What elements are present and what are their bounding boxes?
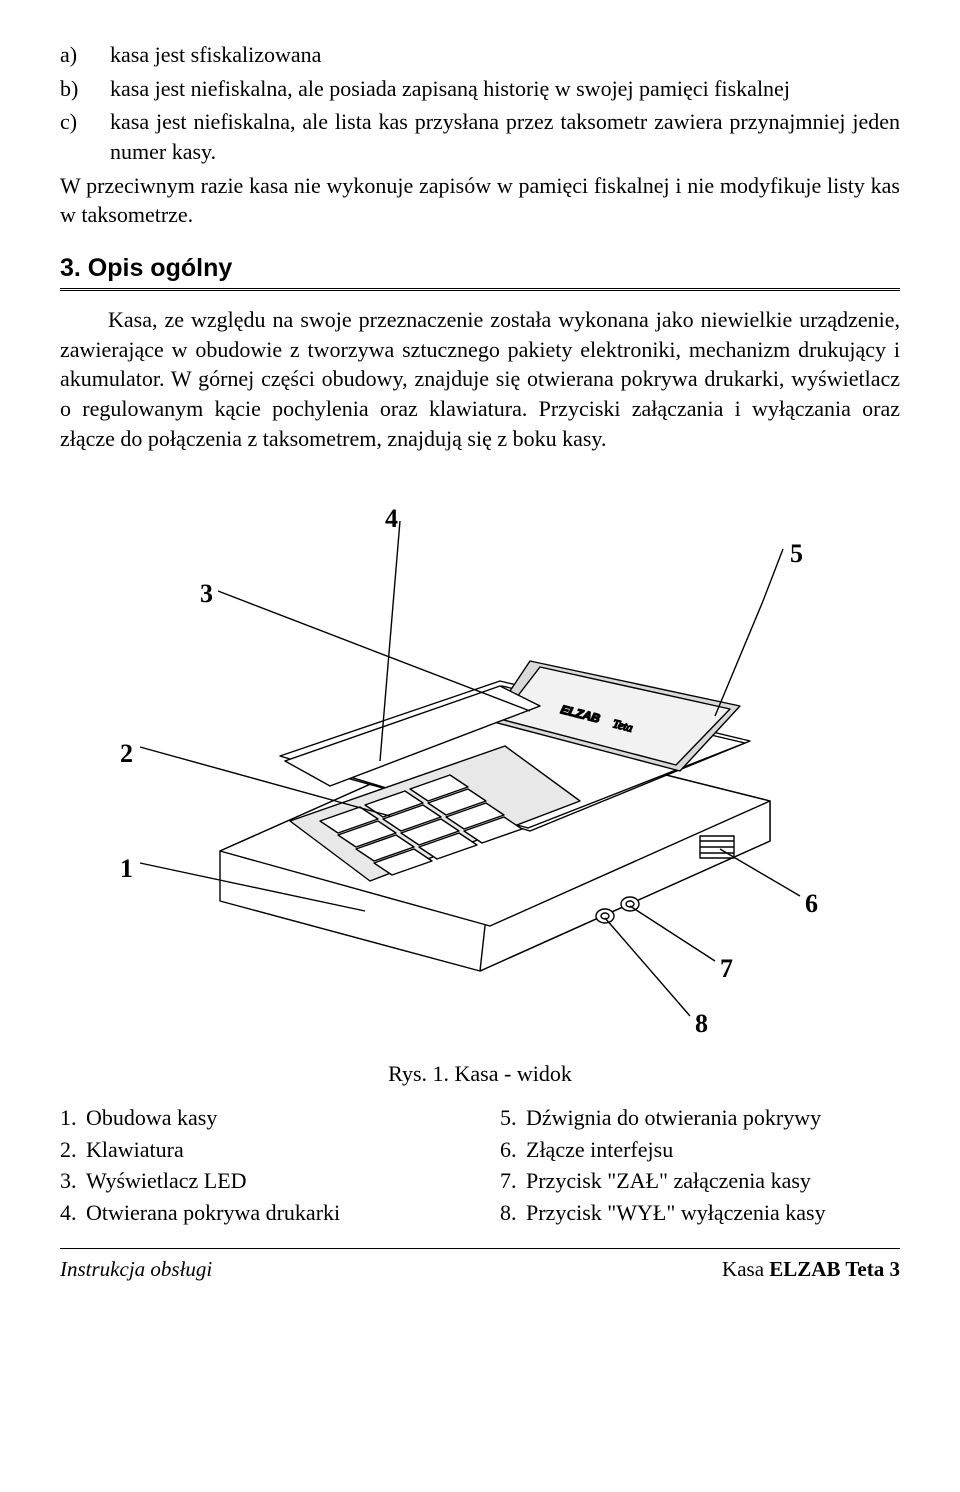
legend-line: 3. Wyświetlacz LED [60,1166,460,1196]
legend-text: Przycisk "WYŁ" wyłączenia kasy [526,1198,826,1228]
legend-line: 6. Złącze interfejsu [500,1135,900,1165]
callout-4: 4 [385,501,398,536]
body-paragraph: Kasa, ze względu na swoje przeznaczenie … [60,305,900,453]
legend-text: Wyświetlacz LED [86,1166,247,1196]
footer-left: Instrukcja obsługi [60,1255,212,1283]
legend-num: 4. [60,1198,86,1228]
list-marker: a) [60,40,110,70]
callout-7: 7 [720,951,733,986]
list-item-b: b) kasa jest niefiskalna, ale posiada za… [60,74,900,104]
legend-line: 5. Dźwignia do otwierania pokrywy [500,1103,900,1133]
callout-1: 1 [120,851,133,886]
legend-text: Obudowa kasy [86,1103,217,1133]
figure-device: 1 2 3 4 5 6 7 8 [60,481,900,1041]
footer-right-plain: Kasa [722,1257,769,1281]
device-illustration: ELZAB Teta [60,481,900,1041]
footer-right: Kasa ELZAB Teta 3 [722,1255,900,1283]
legend-col-left: 1. Obudowa kasy 2. Klawiatura 3. Wyświet… [60,1103,460,1230]
legend-num: 2. [60,1135,86,1165]
legend: 1. Obudowa kasy 2. Klawiatura 3. Wyświet… [60,1103,900,1230]
callout-6: 6 [805,886,818,921]
legend-num: 7. [500,1166,526,1196]
footer-right-bold: ELZAB Teta 3 [769,1257,900,1281]
legend-num: 3. [60,1166,86,1196]
list-text: kasa jest niefiskalna, ale posiada zapis… [110,74,900,104]
legend-num: 5. [500,1103,526,1133]
list-item-c: c) kasa jest niefiskalna, ale lista kas … [60,107,900,166]
legend-line: 4. Otwierana pokrywa drukarki [60,1198,460,1228]
legend-text: Złącze interfejsu [526,1135,673,1165]
callout-8: 8 [695,1006,708,1041]
legend-text: Dźwignia do otwierania pokrywy [526,1103,821,1133]
page-footer: Instrukcja obsługi Kasa ELZAB Teta 3 [60,1248,900,1283]
legend-text: Klawiatura [86,1135,184,1165]
legend-line: 2. Klawiatura [60,1135,460,1165]
legend-num: 1. [60,1103,86,1133]
list-item-a: a) kasa jest sfiskalizowana [60,40,900,70]
legend-col-right: 5. Dźwignia do otwierania pokrywy 6. Złą… [500,1103,900,1230]
list-text: kasa jest sfiskalizowana [110,40,900,70]
followup-paragraph: W przeciwnym razie kasa nie wykonuje zap… [60,171,900,230]
legend-text: Otwierana pokrywa drukarki [86,1198,340,1228]
section-heading: 3. Opis ogólny [60,252,900,291]
legend-line: 8. Przycisk "WYŁ" wyłączenia kasy [500,1198,900,1228]
list-text: kasa jest niefiskalna, ale lista kas prz… [110,107,900,166]
list-marker: c) [60,107,110,166]
callout-5: 5 [790,536,803,571]
legend-num: 6. [500,1135,526,1165]
list-marker: b) [60,74,110,104]
figure-caption: Rys. 1. Kasa - widok [60,1059,900,1089]
legend-text: Przycisk "ZAŁ" załączenia kasy [526,1166,811,1196]
legend-num: 8. [500,1198,526,1228]
legend-line: 1. Obudowa kasy [60,1103,460,1133]
callout-3: 3 [200,576,213,611]
legend-line: 7. Przycisk "ZAŁ" załączenia kasy [500,1166,900,1196]
callout-2: 2 [120,736,133,771]
